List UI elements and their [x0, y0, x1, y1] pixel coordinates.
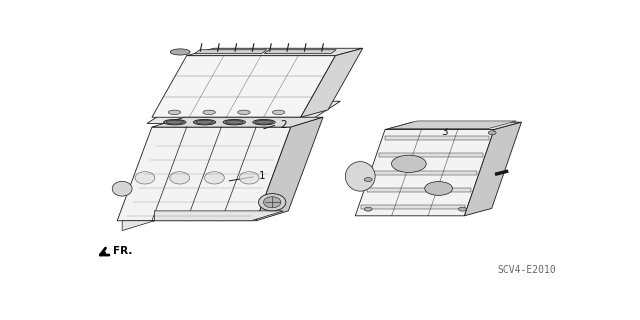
- Circle shape: [364, 207, 372, 211]
- Text: 2: 2: [280, 120, 287, 130]
- Ellipse shape: [237, 110, 250, 115]
- Ellipse shape: [166, 120, 184, 124]
- Polygon shape: [385, 122, 522, 130]
- Ellipse shape: [196, 120, 213, 124]
- Polygon shape: [379, 154, 483, 157]
- Ellipse shape: [205, 172, 225, 184]
- Polygon shape: [355, 130, 494, 216]
- Polygon shape: [361, 205, 465, 209]
- Polygon shape: [372, 171, 477, 175]
- Polygon shape: [301, 48, 363, 117]
- Polygon shape: [152, 117, 323, 127]
- Ellipse shape: [346, 162, 375, 191]
- Circle shape: [364, 178, 372, 181]
- Polygon shape: [195, 50, 267, 53]
- Ellipse shape: [259, 194, 286, 211]
- Text: SCV4-E2010: SCV4-E2010: [497, 265, 556, 275]
- Ellipse shape: [273, 110, 285, 115]
- Text: 1: 1: [259, 172, 265, 181]
- Ellipse shape: [223, 119, 245, 125]
- Ellipse shape: [239, 172, 259, 184]
- Polygon shape: [390, 121, 516, 128]
- Polygon shape: [367, 188, 471, 192]
- Polygon shape: [256, 117, 323, 221]
- Text: 3: 3: [441, 127, 448, 137]
- Ellipse shape: [203, 110, 215, 115]
- Ellipse shape: [193, 119, 216, 125]
- Circle shape: [458, 207, 467, 211]
- Polygon shape: [264, 50, 336, 53]
- Circle shape: [425, 181, 452, 195]
- Ellipse shape: [164, 119, 186, 125]
- Polygon shape: [152, 56, 335, 117]
- Ellipse shape: [253, 119, 275, 125]
- Polygon shape: [465, 122, 522, 216]
- Polygon shape: [122, 211, 284, 231]
- Polygon shape: [117, 127, 291, 221]
- Polygon shape: [385, 136, 489, 140]
- Ellipse shape: [112, 181, 132, 196]
- Ellipse shape: [170, 172, 189, 184]
- Ellipse shape: [255, 120, 273, 124]
- Circle shape: [488, 131, 496, 135]
- Polygon shape: [147, 101, 340, 124]
- Circle shape: [392, 155, 426, 172]
- Ellipse shape: [168, 110, 180, 115]
- Polygon shape: [187, 48, 363, 56]
- Text: FR.: FR.: [113, 246, 132, 256]
- Ellipse shape: [170, 49, 190, 55]
- Ellipse shape: [135, 172, 155, 184]
- Ellipse shape: [264, 197, 281, 208]
- Ellipse shape: [225, 120, 243, 124]
